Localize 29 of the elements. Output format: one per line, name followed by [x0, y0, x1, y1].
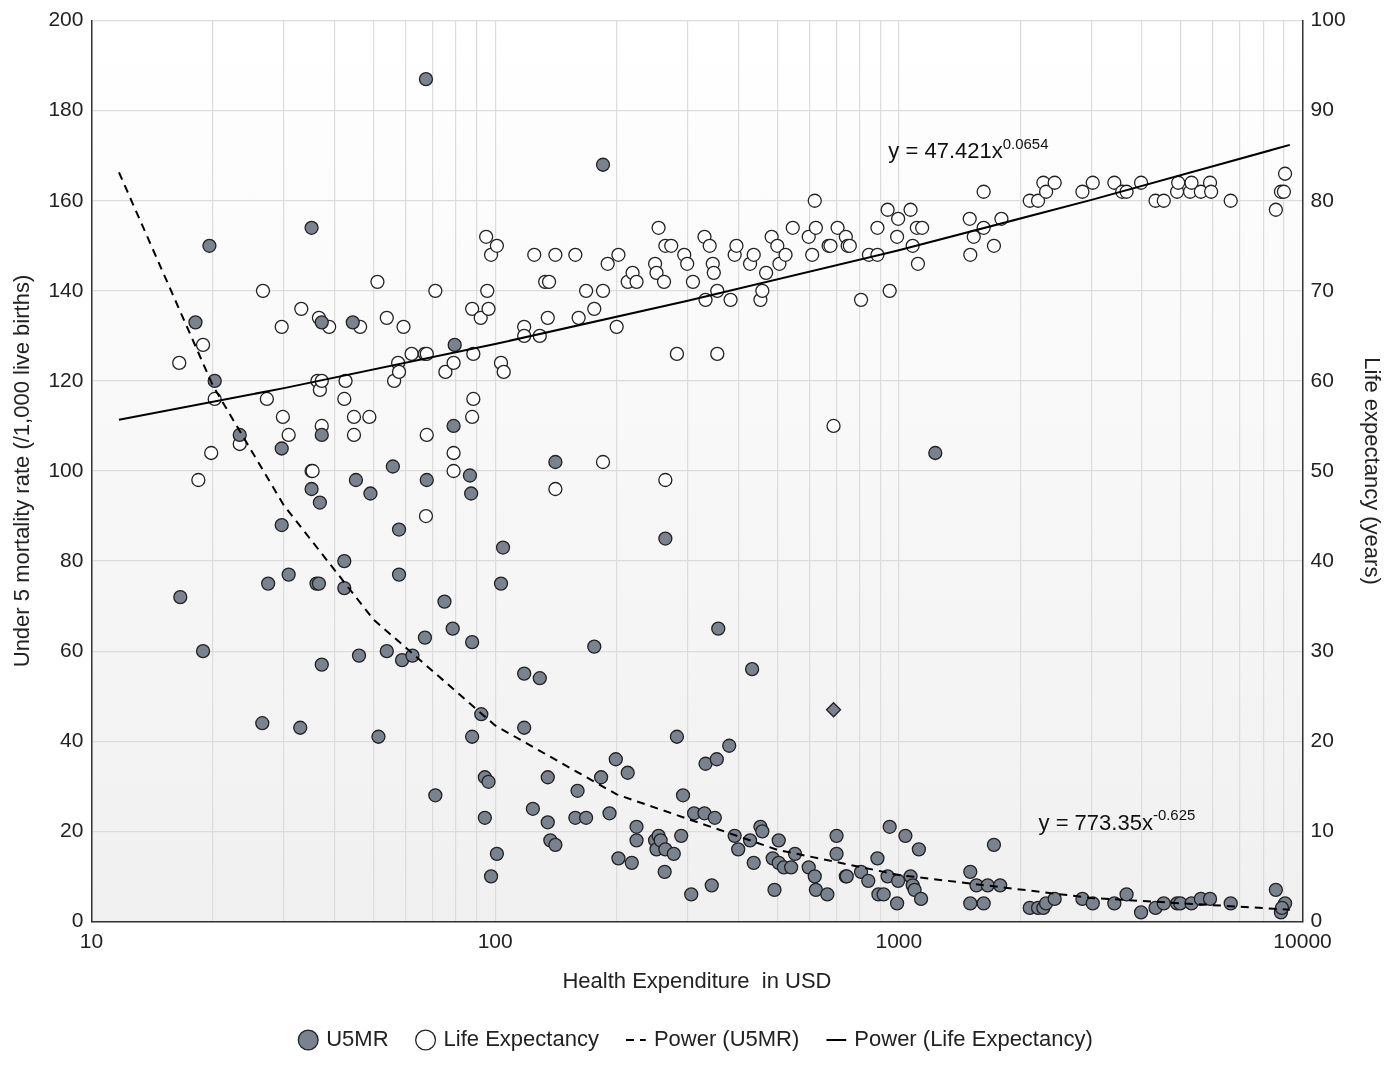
y2-tick-label: 100	[1310, 7, 1346, 31]
x-tick-label: 100	[477, 928, 513, 952]
y2-tick-label: 20	[1310, 728, 1334, 752]
y-axis-title: Under 5 mortality rate (/1,000 live births)	[9, 274, 35, 668]
y2-tick-label: 80	[1310, 187, 1334, 211]
legend-label: Power (U5MR)	[653, 1026, 800, 1052]
y-tick-label: 60	[60, 637, 84, 661]
y2-tick-label: 10	[1310, 818, 1334, 842]
y2-tick-label: 30	[1310, 637, 1334, 661]
y2-tick-label: 60	[1310, 367, 1334, 391]
y-tick-label: 140	[48, 277, 84, 301]
legend-label: Power (Life Expectancy)	[854, 1026, 1093, 1052]
y-tick-label: 180	[48, 97, 84, 121]
x-axis-title: Health Expenditure in USD	[562, 967, 832, 993]
y2-tick-label: 70	[1310, 277, 1334, 301]
y-tick-label: 40	[60, 728, 84, 752]
x-tick-label: 1000	[875, 928, 923, 952]
legend-label: Life Expectancy	[443, 1026, 599, 1052]
y2-tick-label: 50	[1310, 457, 1334, 481]
y-tick-label: 160	[48, 187, 84, 211]
y-tick-label: 120	[48, 367, 84, 391]
y-tick-label: 200	[48, 7, 84, 31]
y-tick-label: 80	[60, 547, 84, 571]
y-tick-label: 20	[60, 818, 84, 842]
y2-tick-label: 90	[1310, 97, 1334, 121]
legend-label: U5MR	[326, 1026, 389, 1052]
y2-tick-label: 40	[1310, 547, 1334, 571]
y-tick-label: 100	[48, 457, 84, 481]
y2-axis-title: Life expectancy (years)	[1359, 357, 1385, 585]
